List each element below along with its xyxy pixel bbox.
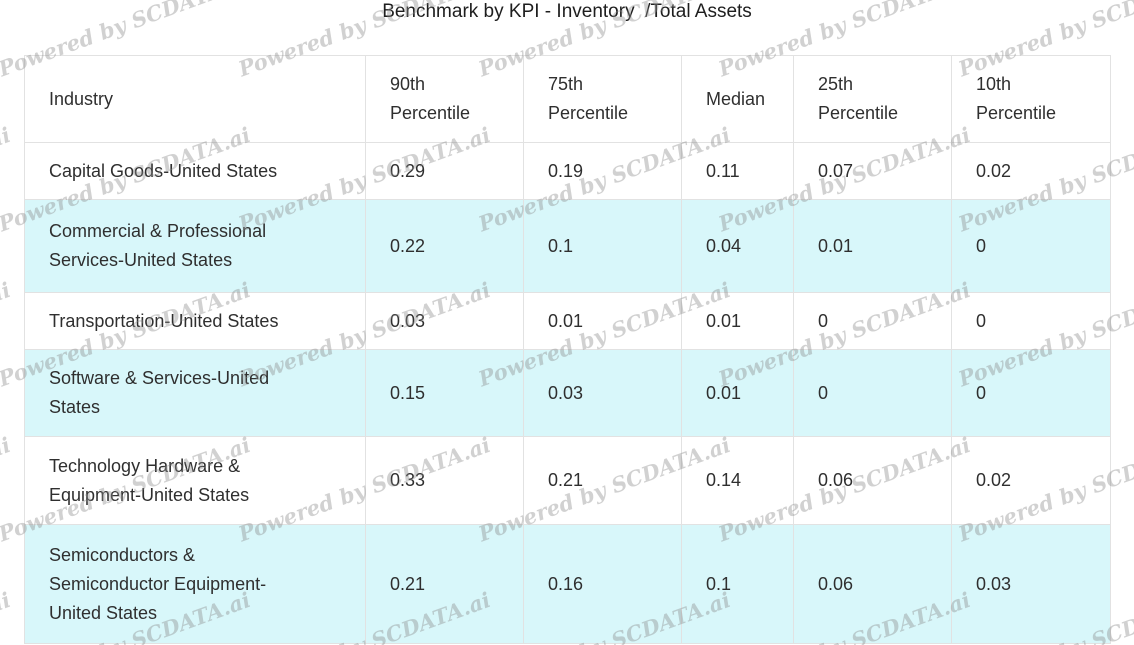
column-header: 25th Percentile (793, 55, 952, 143)
column-header-label: 10th Percentile (976, 74, 1057, 123)
value-cell: 0.06 (793, 436, 952, 525)
value-cell: 0 (951, 199, 1111, 293)
value-cell: 0.21 (523, 436, 682, 525)
benchmark-table: Industry 90th Percentile 75th Percentile Me… (24, 55, 1111, 644)
value-cell: 0 (793, 292, 952, 350)
value-cell: 0.01 (793, 199, 952, 293)
industry-cell: Software & Services-United States (24, 349, 366, 437)
table-row: Software & Services-United States 0.15 0.0… (24, 349, 1111, 437)
value-cell: 0.03 (523, 349, 682, 437)
value-cell: 0.11 (681, 142, 794, 200)
watermark-text: Powered by SCDATA.ai (0, 121, 14, 237)
value-cell: 0.22 (365, 199, 524, 293)
value-cell: 0.1 (523, 199, 682, 293)
column-header-label: 90th Percentile (390, 74, 471, 123)
value-cell: 0.01 (681, 292, 794, 350)
industry-cell: Semiconductors & Semiconductor Equipment… (24, 524, 366, 644)
watermark-text: Powered by SCDATA.ai (0, 586, 14, 645)
industry-label: Technology Hardware & Equipment-United S… (49, 455, 250, 505)
table-row: Technology Hardware & Equipment-United S… (24, 436, 1111, 525)
industry-cell: Commercial & Professional Services-Unite… (24, 199, 366, 293)
column-header: 90th Percentile (365, 55, 524, 143)
column-header: 10th Percentile (951, 55, 1111, 143)
value-cell: 0.19 (523, 142, 682, 200)
value-cell: 0.06 (793, 524, 952, 644)
value-cell: 0.29 (365, 142, 524, 200)
value-cell: 0.15 (365, 349, 524, 437)
page-title: Benchmark by KPI - Inventory /Total Asse… (382, 1, 752, 22)
industry-cell: Technology Hardware & Equipment-United S… (24, 436, 366, 525)
column-header: Industry (24, 55, 366, 143)
industry-label: Capital Goods-United States (49, 160, 278, 181)
column-header-label: 25th Percentile (818, 74, 899, 123)
header-row: Industry 90th Percentile 75th Percentile Me… (24, 55, 1111, 143)
industry-cell: Transportation-United States (24, 292, 366, 350)
value-cell: 0 (793, 349, 952, 437)
industry-label: Commercial & Professional Services-Unite… (49, 221, 267, 270)
watermark-text: Powered by SCDATA.ai (0, 431, 14, 547)
value-cell: 0.1 (681, 524, 794, 644)
table-row: Transportation-United States 0.03 0.01 0.01… (24, 292, 1111, 350)
value-cell: 0.21 (365, 524, 524, 644)
table-head: Industry 90th Percentile 75th Percentile Me… (24, 55, 1111, 143)
value-cell: 0.33 (365, 436, 524, 525)
value-cell: 0.01 (681, 349, 794, 437)
column-header: Median (681, 55, 794, 143)
value-cell: 0.02 (951, 436, 1111, 525)
table-row: Semiconductors & Semiconductor Equipment… (24, 524, 1111, 644)
industry-label: Transportation-United States (49, 310, 279, 331)
value-cell: 0 (951, 292, 1111, 350)
table-row: Commercial & Professional Services-Unite… (24, 199, 1111, 293)
value-cell: 0.02 (951, 142, 1111, 200)
value-cell: 0.07 (793, 142, 952, 200)
column-header-label: Median (706, 88, 766, 109)
value-cell: 0 (951, 349, 1111, 437)
table-row: Capital Goods-United States 0.29 0.19 0.11 0… (24, 142, 1111, 200)
watermark-text: Powered by SCDATA.ai (0, 276, 14, 392)
value-cell: 0.03 (365, 292, 524, 350)
industry-cell: Capital Goods-United States (24, 142, 366, 200)
column-header-label: 75th Percentile (548, 74, 629, 123)
industry-label: Semiconductors & Semiconductor Equipment… (49, 544, 267, 623)
column-header-label: Industry (49, 88, 114, 109)
value-cell: 0.14 (681, 436, 794, 525)
table-body: Capital Goods-United States 0.29 0.19 0.11 0… (24, 142, 1111, 644)
value-cell: 0.01 (523, 292, 682, 350)
value-cell: 0.04 (681, 199, 794, 293)
value-cell: 0.16 (523, 524, 682, 644)
value-cell: 0.03 (951, 524, 1111, 644)
industry-label: Software & Services-United States (49, 368, 270, 417)
column-header: 75th Percentile (523, 55, 682, 143)
